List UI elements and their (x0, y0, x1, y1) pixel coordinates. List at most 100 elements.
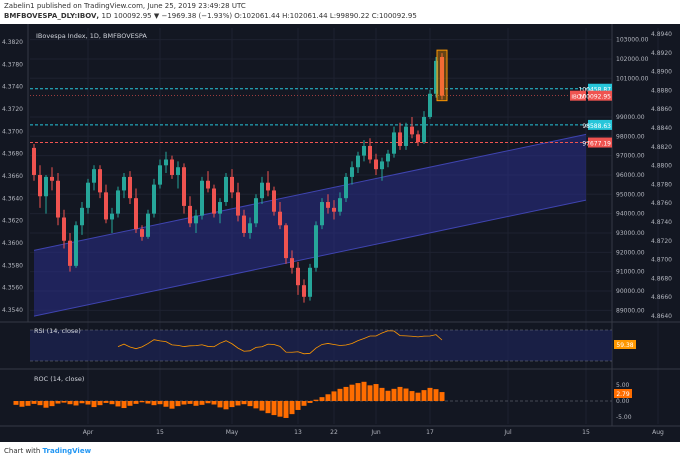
candle-body (116, 190, 120, 214)
footer-prefix: Chart with (4, 447, 41, 455)
left-axis-tick: 4.3640 (2, 195, 23, 202)
ohlc-values: 100092.95 ▼ −1969.38 (−1.93%) O:102061.4… (113, 12, 417, 20)
roc-bar (349, 384, 355, 401)
roc-bar (331, 391, 337, 401)
right-axis-tick: 90000.00 (616, 288, 645, 295)
right-axis-tick: 92000.00 (616, 249, 645, 256)
roc-bar (343, 386, 349, 401)
candle-body (440, 57, 444, 96)
far-right-axis-tick: 4.8920 (651, 50, 672, 57)
candle-body (278, 211, 282, 226)
candle-body (386, 153, 390, 162)
candle-body (122, 176, 126, 191)
roc-bar (223, 401, 229, 410)
candle-body (170, 159, 174, 175)
regression-channel (33, 133, 587, 317)
left-axis-tick: 4.3680 (2, 151, 23, 158)
roc-bar (103, 401, 109, 403)
roc-bar (121, 401, 127, 409)
far-right-axis-tick: 4.8640 (651, 313, 672, 320)
roc-bar (205, 401, 211, 404)
roc-axis-tick: 5.00 (616, 382, 630, 389)
roc-bar (253, 401, 259, 409)
candle-body (176, 167, 180, 175)
roc-bar (277, 401, 283, 417)
x-axis-tick: 13 (294, 429, 302, 436)
roc-bar (313, 399, 319, 401)
level-label-bg (588, 83, 612, 94)
candle-body (32, 147, 36, 175)
right-axis-tick: 95000.00 (616, 191, 645, 198)
x-axis-tick: Jul (503, 429, 512, 436)
roc-bar (241, 401, 247, 405)
price-label-name: IBOV (571, 95, 585, 101)
roc-bar (187, 401, 193, 404)
roc-bar (325, 394, 331, 401)
publish-header: Zabelin1 published on TradingView.com, J… (0, 0, 680, 24)
price-label-value-bg (588, 90, 612, 101)
candle-body (308, 267, 312, 297)
roc-bar (295, 401, 301, 410)
roc-pane: ROC (14, close) 5.00 0.00 -5.00 2.79 (13, 375, 632, 421)
roc-bar (319, 397, 325, 401)
candles (32, 49, 448, 303)
publish-info: Zabelin1 published on TradingView.com, J… (4, 2, 246, 10)
left-axis-tick: 4.3720 (2, 106, 23, 113)
roc-title: ROC (14, close) (34, 375, 84, 383)
x-axis-tick: 22 (330, 429, 338, 436)
candle-body (320, 202, 324, 226)
candle-body (218, 202, 222, 214)
candle-body (374, 159, 378, 170)
roc-bar (163, 401, 169, 407)
far-right-axis-tick: 4.8700 (651, 257, 672, 264)
roc-bar (373, 384, 379, 401)
candle-body (158, 165, 162, 185)
roc-bar (115, 401, 121, 407)
x-axis-tick: Jun (370, 429, 381, 436)
tradingview-logo-text[interactable]: TradingView (42, 447, 92, 455)
left-axis-tick: 4.3820 (2, 39, 23, 46)
roc-bar (229, 401, 235, 408)
roc-bar (355, 383, 361, 401)
roc-bar (85, 401, 91, 405)
candle-body (140, 229, 144, 237)
candle-body (272, 190, 276, 212)
roc-bar (265, 401, 271, 414)
symbol-name: BMFBOVESPA_DLY:IBOV (4, 12, 97, 20)
roc-bar (67, 401, 73, 405)
roc-bar (403, 388, 409, 401)
candle-body (392, 132, 396, 154)
candle-body (344, 176, 348, 199)
candle-body (398, 132, 402, 146)
candle-body (410, 126, 414, 135)
roc-bar (283, 401, 289, 418)
candle-body (332, 207, 336, 212)
roc-bar (73, 401, 79, 406)
roc-value: 2.79 (616, 391, 630, 398)
roc-bar (49, 401, 55, 407)
far-right-axis-tick: 4.8820 (651, 144, 672, 151)
roc-bar (307, 401, 313, 403)
chart-area[interactable]: 100458.87 98588.63 97677.19 IBOV 100092.95 R… (0, 24, 680, 442)
x-axis-tick: 17 (426, 429, 434, 436)
roc-bar (181, 401, 187, 405)
roc-bar (391, 388, 397, 401)
rsi-value-bg (614, 340, 636, 349)
rsi-line (117, 330, 443, 355)
roc-bar (211, 401, 217, 405)
roc-bar (385, 390, 391, 401)
candle-body (188, 205, 192, 224)
roc-bar (19, 401, 25, 407)
candle-body (146, 213, 150, 237)
candle-body (104, 192, 108, 220)
x-axis-tick: Aug (652, 429, 664, 436)
far-right-axis-tick: 4.8940 (651, 31, 672, 38)
roc-bar (421, 390, 427, 401)
candle-body (200, 180, 204, 216)
roc-bar (31, 401, 37, 404)
candle-body (362, 145, 366, 156)
roc-bar (109, 401, 115, 405)
candle-body (248, 223, 252, 233)
level-label-bg (588, 119, 612, 130)
